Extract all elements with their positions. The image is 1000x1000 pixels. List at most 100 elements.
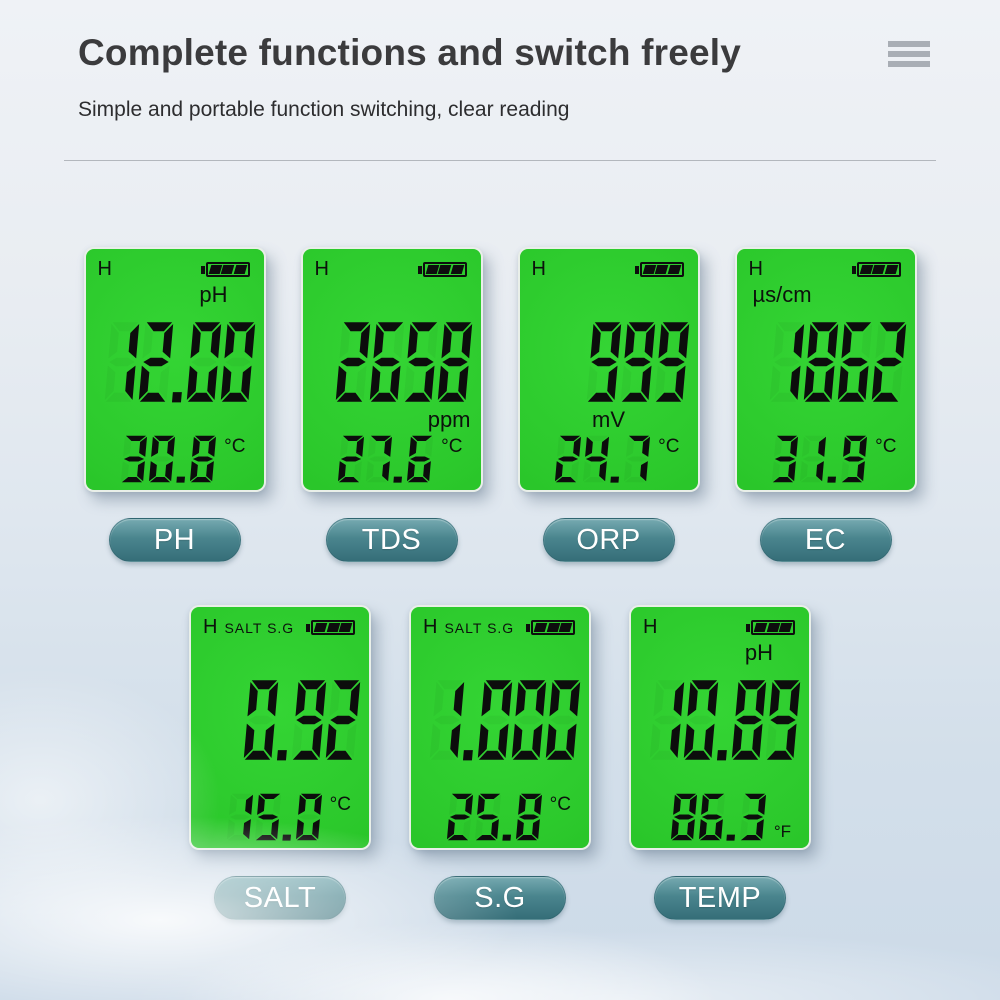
temperature-unit: °C <box>224 436 246 457</box>
battery-shell <box>751 620 795 635</box>
lcd-screen: H mV °C <box>517 247 700 492</box>
function-label-orp: ORP <box>542 518 675 562</box>
mode-indicators: SALT S.G <box>444 620 515 636</box>
meter-row-2: H SALT S.G °C SALT <box>0 605 1000 920</box>
battery-shell <box>422 262 467 277</box>
temperature-value <box>668 793 769 841</box>
battery-icon <box>746 620 795 635</box>
temperature-unit: °C <box>549 794 571 815</box>
mode-indicators: SALT S.G <box>224 620 295 636</box>
function-label-ph: PH <box>108 518 241 562</box>
unit-bottom-label: ppm <box>427 407 471 432</box>
battery-shell <box>639 262 684 277</box>
lcd-screen: H SALT S.G °C <box>409 605 591 850</box>
battery-nub <box>200 265 205 274</box>
lcd-screen: H µs/cm °C <box>734 247 917 492</box>
lcd-indicators: H SALT S.G <box>423 616 514 639</box>
battery-shell <box>205 262 250 277</box>
temperature-value <box>769 435 870 483</box>
temperature-readout: °C <box>446 793 571 841</box>
temperature-readout: °C <box>769 435 897 483</box>
function-label-temp: TEMP <box>654 876 786 920</box>
lcd-display: H SALT S.G °C <box>191 607 369 848</box>
lcd-screen: H pH °F <box>629 605 811 850</box>
lcd-topbar: H <box>749 258 901 281</box>
lcd-topbar: H <box>98 258 250 281</box>
temperature-readout: °F <box>670 793 791 841</box>
hold-indicator: H <box>203 616 218 638</box>
meter: H SALT S.G °C SALT <box>189 605 371 920</box>
battery-nub <box>417 265 422 274</box>
lcd-display: H ppm °C <box>302 249 481 490</box>
unit-top-label: pH <box>199 282 228 307</box>
function-label-sg: S.G <box>434 876 566 920</box>
temperature-unit: °C <box>441 436 463 457</box>
lcd-screen: H ppm °C <box>300 247 483 492</box>
main-value <box>305 321 475 403</box>
main-value <box>88 321 258 403</box>
battery-icon <box>200 262 250 277</box>
main-value <box>522 321 692 403</box>
lcd-topbar: H <box>643 616 795 639</box>
lcd-screen: H SALT S.G °C <box>189 605 371 850</box>
temperature-unit: °F <box>773 822 791 841</box>
unit-top-label: pH <box>744 640 773 665</box>
lcd-display: H SALT S.G °C <box>411 607 589 848</box>
battery-icon <box>634 262 684 277</box>
meter: H SALT S.G °C S.G <box>409 605 591 920</box>
meter-row-1: H pH °C PH <box>0 247 1000 562</box>
main-value <box>633 679 803 761</box>
meter: H µs/cm °C EC <box>734 247 917 562</box>
lcd-indicators: H SALT S.G <box>203 616 294 639</box>
battery-icon <box>526 620 575 635</box>
temperature-unit: °C <box>329 794 351 815</box>
unit-bottom-label: mV <box>592 407 625 432</box>
function-label-tds: TDS <box>325 518 458 562</box>
battery-shell <box>311 620 355 635</box>
temperature-readout: °C <box>335 435 463 483</box>
hold-indicator: H <box>531 258 546 280</box>
hold-indicator: H <box>314 258 329 280</box>
temperature-unit: °C <box>875 436 897 457</box>
lcd-display: H pH °C <box>85 249 264 490</box>
page-title: Complete functions and switch freely <box>78 32 742 73</box>
battery-shell <box>531 620 575 635</box>
hold-indicator: H <box>423 616 438 638</box>
meter: H pH °C PH <box>83 247 266 562</box>
lcd-topbar: H <box>315 258 467 281</box>
battery-shell <box>856 262 901 277</box>
divider <box>64 160 936 161</box>
temperature-readout: °C <box>226 793 351 841</box>
temperature-value <box>335 435 436 483</box>
function-label-salt: SALT <box>214 876 346 920</box>
meter: H mV °C ORP <box>517 247 700 562</box>
lcd-indicators: H <box>749 258 770 281</box>
meter: H pH °F TEMP <box>629 605 811 920</box>
battery-nub <box>851 265 856 274</box>
hamburger-menu-icon <box>888 41 930 71</box>
menu-bar <box>888 41 930 47</box>
hold-indicator: H <box>97 258 112 280</box>
hold-indicator: H <box>643 616 658 638</box>
menu-bar <box>888 61 930 67</box>
lcd-indicators: H <box>315 258 336 281</box>
function-label-ec: EC <box>759 518 892 562</box>
lcd-topbar: H SALT S.G <box>203 616 355 639</box>
temperature-readout: °C <box>120 435 246 483</box>
hold-indicator: H <box>748 258 763 280</box>
lcd-display: H pH °F <box>631 607 809 848</box>
main-value <box>739 321 909 403</box>
battery-icon <box>306 620 355 635</box>
main-value <box>193 679 363 761</box>
temperature-value <box>224 793 325 841</box>
main-value <box>413 679 583 761</box>
temperature-value <box>552 435 653 483</box>
battery-icon <box>417 262 467 277</box>
battery-nub <box>526 623 530 632</box>
lcd-display: H µs/cm °C <box>736 249 915 490</box>
lcd-display: H mV °C <box>519 249 698 490</box>
lcd-topbar: H <box>532 258 684 281</box>
battery-nub <box>634 265 639 274</box>
temperature-readout: °C <box>552 435 680 483</box>
